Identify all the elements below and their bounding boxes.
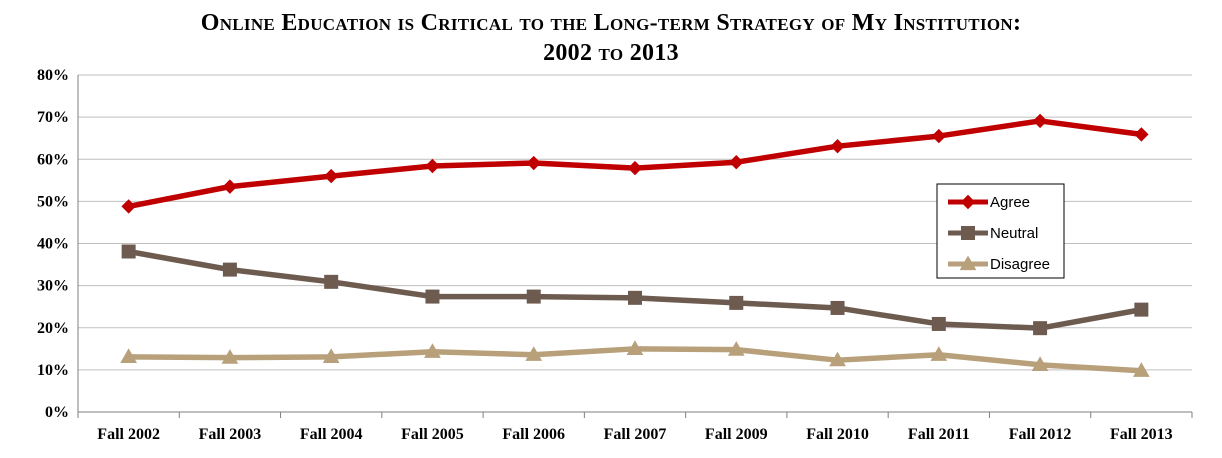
- data-point-agree: [1032, 113, 1048, 129]
- y-tick-label: 70%: [37, 109, 69, 126]
- x-tick-label: Fall 2002: [97, 426, 160, 443]
- data-point-neutral: [931, 316, 946, 331]
- x-tick-label: Fall 2005: [401, 426, 464, 443]
- data-point-neutral: [1033, 321, 1048, 336]
- data-point-disagree: [930, 346, 948, 361]
- data-point-agree: [121, 199, 136, 214]
- y-tick-label: 40%: [37, 236, 69, 253]
- data-point-disagree: [221, 349, 239, 364]
- data-point-neutral: [1134, 302, 1149, 317]
- data-point-agree: [729, 154, 744, 170]
- y-tick-label: 60%: [37, 151, 69, 168]
- data-point-agree: [931, 128, 947, 144]
- data-point-agree: [323, 168, 339, 184]
- x-tick-label: Fall 2004: [300, 426, 363, 443]
- chart-title-line2: 2002 to 2013: [543, 40, 679, 66]
- y-tick-label: 80%: [37, 67, 69, 84]
- series-neutral: [121, 244, 1149, 336]
- data-point-agree: [830, 138, 845, 154]
- data-point-disagree: [424, 343, 441, 358]
- data-point-neutral: [628, 290, 642, 305]
- legend-marker-disagree: [959, 255, 977, 271]
- legend-marker-neutral: [961, 226, 975, 240]
- legend-label-disagree: Disagree: [990, 256, 1050, 273]
- legend-label-agree: Agree: [990, 194, 1030, 211]
- x-tick-label: Fall 2013: [1110, 426, 1173, 443]
- data-point-agree: [1134, 127, 1149, 142]
- y-tick-label: 30%: [37, 278, 69, 295]
- x-tick-label: Fall 2010: [806, 426, 869, 443]
- data-point-disagree: [1133, 362, 1150, 377]
- series-agree: [121, 113, 1149, 214]
- data-point-neutral: [830, 300, 845, 315]
- data-point-neutral: [729, 295, 744, 310]
- y-tick-label: 50%: [37, 193, 69, 210]
- chart-title: Online Education is Critical to the Long…: [0, 8, 1222, 68]
- data-point-neutral: [425, 289, 440, 304]
- data-point-neutral: [526, 289, 541, 304]
- data-point-disagree: [120, 348, 137, 363]
- x-tick-label: Fall 2011: [908, 426, 970, 443]
- data-point-disagree: [525, 346, 543, 361]
- x-tick-label: Fall 2003: [199, 426, 262, 443]
- x-tick-label: Fall 2009: [705, 426, 768, 443]
- x-tick-label: Fall 2006: [502, 426, 565, 443]
- legend-marker-agree: [960, 194, 976, 210]
- data-point-disagree: [829, 351, 846, 367]
- data-point-disagree: [727, 341, 745, 356]
- legend-label-neutral: Neutral: [990, 225, 1038, 242]
- data-point-neutral: [121, 244, 136, 259]
- x-tick-label: Fall 2007: [604, 426, 667, 443]
- chart-title-line1: Online Education is Critical to the Long…: [200, 10, 1022, 36]
- data-point-agree: [627, 160, 643, 176]
- y-tick-label: 10%: [37, 362, 69, 379]
- series-disagree: [120, 340, 1150, 377]
- x-tick-label: Fall 2012: [1009, 426, 1072, 443]
- data-point-disagree: [322, 348, 340, 363]
- data-point-neutral: [222, 262, 237, 277]
- data-point-neutral: [324, 274, 339, 289]
- data-point-agree: [222, 179, 238, 194]
- data-point-disagree: [1031, 356, 1049, 371]
- data-point-disagree: [626, 340, 644, 355]
- data-point-agree: [526, 155, 541, 171]
- y-tick-label: 0%: [45, 404, 69, 421]
- data-point-agree: [425, 158, 440, 174]
- legend: Agree Neutral Disagree: [936, 183, 1065, 279]
- y-tick-label: 20%: [37, 320, 69, 337]
